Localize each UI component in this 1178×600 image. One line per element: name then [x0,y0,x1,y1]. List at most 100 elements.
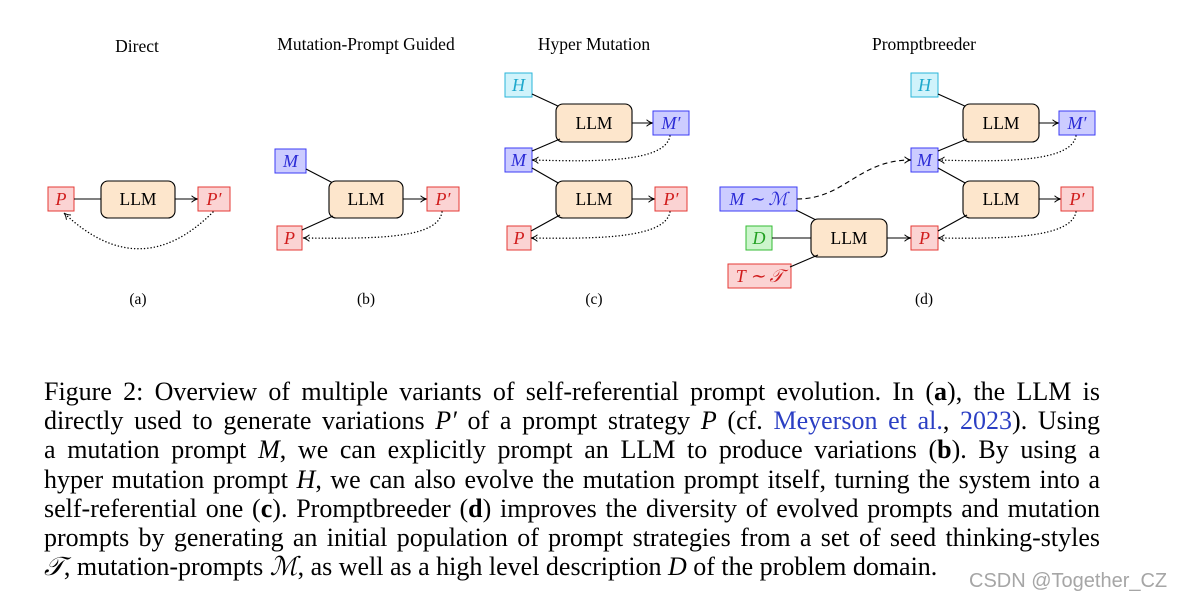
panel-label: (b) [357,291,375,308]
panel-label: (c) [585,291,602,308]
panel-title: Hyper Mutation [538,34,651,54]
edge-mutation-prompt-to-llm-top [937,138,968,152]
prompt-node-label: P [513,228,525,248]
panel-label: (d) [915,291,933,308]
mutation-prompt-sample-node [719,186,798,212]
caption-math: ℳ [269,552,298,582]
caption-text: ), the LLM is [947,377,1100,406]
caption-line-2: directly used to generate variations P′ … [44,406,1100,435]
caption-text: hyper mutation prompt [44,464,297,494]
caption-text: , we can explicitly prompt an LLM to pro… [279,435,938,465]
llm-node-label: LLM [120,189,157,209]
mutated-prompt-node-label: P′ [1069,189,1086,209]
caption-text: Figure 2: Overview of multiple variants … [44,377,935,406]
panel-promptbreeder: Promptbreeder H LLM M′ M LLM P′ P M ∼ ℳ … [719,34,1096,308]
mutated-prompt-node [654,186,688,212]
llm-node-label: LLM [983,189,1020,209]
edge-prompt-to-llm-bottom [530,214,561,232]
caption-line-6: prompts by generating an initial populat… [44,523,1100,552]
caption-math: 𝒯 [44,552,64,582]
caption-text: , mutation-prompts [63,552,270,582]
llm-node-label: LLM [576,113,613,133]
panel-hyper-mutation: Hyper Mutation H LLM M′ M LLM P′ P (c) [504,34,690,308]
edge-hyper-to-llm-top [937,93,968,108]
watermark: CSDN @Together_CZ [969,570,1168,592]
mutated-prompt-node [426,186,460,212]
caption-line-3: a mutation prompt M, we can explicitly p… [44,435,1100,464]
mutated-prompt-node [1060,186,1094,212]
mutated-prompt-node [197,186,231,212]
domain-description-node [745,225,773,251]
panel-title: Direct [115,36,159,56]
panel-direct: Direct P LLM P′ (a) [47,36,231,308]
caption-text: (cf. [716,406,774,436]
mutation-prompt-sample-node-label: M ∼ ℳ [728,189,790,209]
citation-year-link[interactable]: 2023 [960,406,1013,436]
edge-thinking-style-to-llm-init [789,254,819,268]
citation-author-link[interactable]: Meyerson et al. [773,406,943,436]
llm-node-label: LLM [983,113,1020,133]
caption-line-1: Figure 2: Overview of multiple variants … [44,377,1100,406]
edge-mutation-prompt-to-llm [305,168,334,184]
figure-caption: Figure 2: Overview of multiple variants … [44,377,1100,581]
caption-text: of the problem domain. [686,552,938,582]
prompt-node-label: P [55,189,67,209]
mutated-prompt-node-label: P′ [435,189,452,209]
mutated-prompt-node-label: P′ [206,189,223,209]
mutated-mutation-prompt-node-label: M′ [661,113,682,133]
hyper-mutation-prompt-node-label: H [917,75,932,95]
prompt-node [47,186,75,212]
llm-node-label: LLM [831,228,868,248]
caption-text: a mutation prompt [44,435,259,465]
mutated-mutation-prompt-node [652,110,690,136]
caption-text: prompts by generating an initial populat… [44,522,1100,552]
caption-text: directly used to generate variations [44,406,436,436]
caption-math: P [700,406,717,436]
panel-title: Mutation-Prompt Guided [277,34,455,54]
edge-prompt-to-llm [301,215,334,231]
mutated-prompt-node-label: P′ [663,189,680,209]
caption-text: self-referential one ( [44,493,261,523]
panel-label: (a) [129,291,146,308]
edge-sample-to-mutation-prompt [796,156,912,200]
feedback-edge-prompt [302,211,443,242]
caption-text: ) improves the diversity of evolved prom… [482,493,1100,523]
mutation-prompt-node-label: M [916,150,933,170]
caption-math: P′ [435,406,457,436]
edge-mutation-prompt-to-llm-top [531,138,561,152]
mutation-prompt-node [274,148,307,174]
mutated-mutation-prompt-node-label: M′ [1067,113,1088,133]
caption-line-4: hyper mutation prompt H, we can also evo… [44,465,1100,494]
caption-text: ). Promptbreeder ( [272,493,469,523]
llm-node-label: LLM [576,189,613,209]
edge-prompt-to-llm-bottom [937,214,968,232]
panel-title: Promptbreeder [872,34,976,54]
edge-hyper-to-llm-top [531,93,561,108]
caption-text: , as well as a high level description [297,552,668,582]
caption-math: H [296,464,316,494]
caption-panel-ref: b [937,435,952,465]
caption-math: D [667,552,687,582]
edge-mutation-prompt-to-llm-bottom [531,167,561,185]
llm-node-label: LLM [348,189,385,209]
mutated-mutation-prompt-node [1058,110,1096,136]
hyper-mutation-prompt-node [504,72,533,98]
caption-panel-ref: c [260,493,273,523]
caption-text: , we can also evolve the mutation prompt… [315,464,1100,494]
figure-diagram: Direct P LLM P′ (a) Mutation-Prompt Guid… [47,34,1096,308]
prompt-node [276,225,303,251]
thinking-style-sample-node-label: T ∼ 𝒯 [736,266,789,286]
edge-mutation-prompt-to-llm-bottom [937,167,968,185]
thinking-style-sample-node [727,263,792,289]
caption-panel-ref: a [934,377,948,406]
caption-text: , [942,406,961,436]
caption-math: M [258,435,280,465]
prompt-node-label: P [283,228,295,248]
feedback-edge-prompt [63,211,214,250]
prompt-node-label: P [918,228,930,248]
mutation-prompt-node-label: M [282,151,299,171]
domain-description-node-label: D [752,228,766,248]
caption-text: ). By using a [951,435,1100,465]
hyper-mutation-prompt-node-label: H [511,75,526,95]
edge-sample-to-llm-init [795,209,819,222]
